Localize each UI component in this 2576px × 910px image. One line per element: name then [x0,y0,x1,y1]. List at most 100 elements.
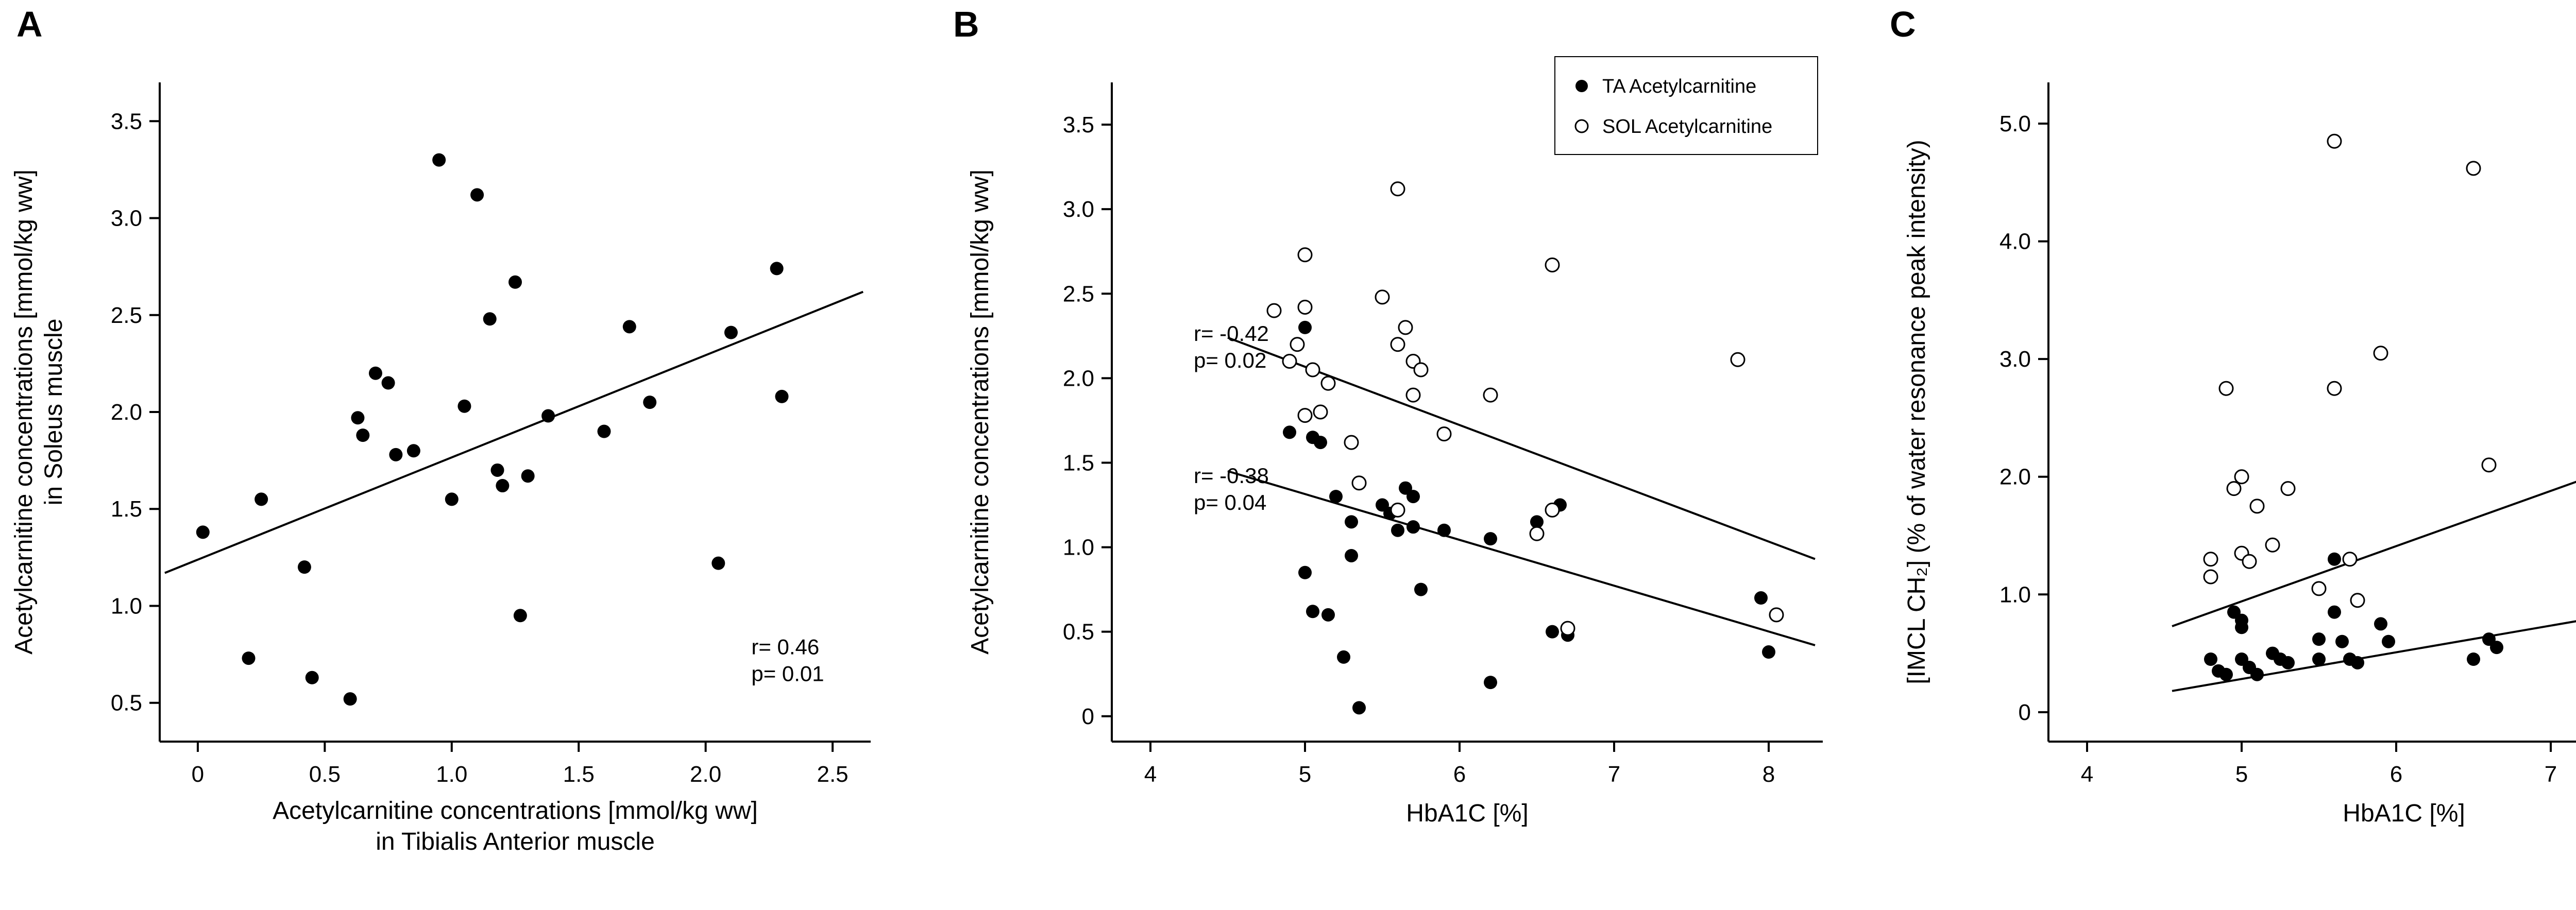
data-point [724,325,738,339]
data-point [521,469,535,483]
open-circle-marker-icon [1574,119,1589,133]
data-point [1306,605,1319,619]
data-point [770,262,784,276]
data-point [1414,582,1428,596]
data-point [1530,515,1544,529]
filled-circle-marker-icon [1575,80,1588,92]
data-point [1436,426,1452,442]
data-point [2382,634,2395,648]
stats-annotation: r= -0.38 [1194,463,1269,488]
data-point [1297,300,1313,315]
y-tick-label: 2.5 [1063,281,1094,306]
legend-label: SOL Acetylcarnitine [1602,116,1772,138]
data-point [1545,257,1560,272]
data-point [1352,701,1366,715]
data-point [1390,337,1405,352]
y-tick-label: 3.0 [111,206,142,231]
data-point [1376,498,1389,512]
data-point [351,411,365,425]
data-point [2235,621,2248,634]
data-point [2351,656,2364,669]
data-point [1398,320,1413,335]
data-point [1769,607,1784,623]
data-point [406,444,420,458]
axes [2038,82,2576,752]
data-point [2328,605,2341,619]
x-axis-title: in Tibialis Anterior muscle [376,828,655,855]
y-tick-label: 0 [2019,700,2031,725]
data-point [509,275,522,289]
data-point [2342,552,2358,567]
y-tick-label: 3.5 [1063,112,1094,138]
data-point [513,609,527,623]
x-axis-title: HbA1C [%] [1406,800,1528,827]
x-tick-label: 0.5 [309,762,341,787]
data-point [775,389,789,403]
data-point [2373,346,2388,361]
y-tick-label: 1.5 [111,496,142,522]
y-tick-label: 2.0 [1063,366,1094,391]
data-point [1754,591,1768,605]
data-point [1546,625,1559,639]
data-point [305,671,319,684]
data-point [2249,499,2265,514]
data-point [1320,375,1336,391]
y-tick-label: 0.5 [1063,620,1094,645]
data-point [2327,381,2342,396]
y-tick-label: 2.5 [111,303,142,328]
data-point [1483,387,1498,403]
series-sol-imcl [2203,133,2497,608]
data-point [1390,181,1405,197]
data-point [2242,554,2257,569]
x-tick-label: 5 [1299,762,1311,787]
regression-line [1227,336,1816,560]
data-point [490,463,504,477]
data-point [483,312,497,326]
data-point [496,479,510,493]
data-point [1399,481,1412,495]
data-point [1405,387,1421,403]
data-point [1484,532,1497,546]
y-axis-title: [IMCL CH₂] (% of water resonance peak in… [1903,140,1930,684]
data-point [2466,161,2481,176]
stats-annotation: p= 0.01 [751,662,824,686]
y-tick-label: 0.5 [111,691,142,716]
panel-a-label: A [16,4,43,44]
data-point [2350,593,2365,608]
trend-lines [1227,336,1816,646]
data-point [2280,481,2296,496]
data-point [2327,133,2342,149]
data-point [2374,617,2387,631]
data-point [1282,354,1297,369]
data-point [1406,520,1420,534]
data-point [541,409,555,423]
trend-lines [2172,480,2576,692]
data-point [1413,362,1429,377]
data-point [1298,320,1312,334]
y-tick-label: 0 [1082,704,1094,729]
data-point [1437,523,1451,537]
regression-line [2172,480,2576,627]
data-point [1345,515,1358,529]
panel-b: B 4 5 6 7 8 0 0.5 1.0 1.5 2.0 2.5 3.0 3.5 HbA1C [%] Ac… [937,0,1873,910]
data-point [2311,581,2327,596]
legend: TA Acetylcarnitine SOL Acetylcarnitine [1554,56,1818,155]
data-point [2467,653,2480,666]
data-point [1344,435,1359,450]
data-point [2219,667,2233,681]
y-axis-title: Acetylcarnitine concentrations [mmol/kg … [967,169,994,655]
data-point [2490,641,2503,655]
data-point [1730,352,1745,367]
data-point [297,560,311,574]
data-point [2234,469,2249,485]
panel-c-label: C [1890,4,1916,44]
x-tick-label: 5 [2235,762,2248,787]
y-tick-label: 4.0 [1999,229,2031,254]
data-point [1762,645,1775,659]
data-point [389,448,403,461]
data-point [1345,548,1358,562]
y-tick-label: 5.0 [1999,111,2031,136]
